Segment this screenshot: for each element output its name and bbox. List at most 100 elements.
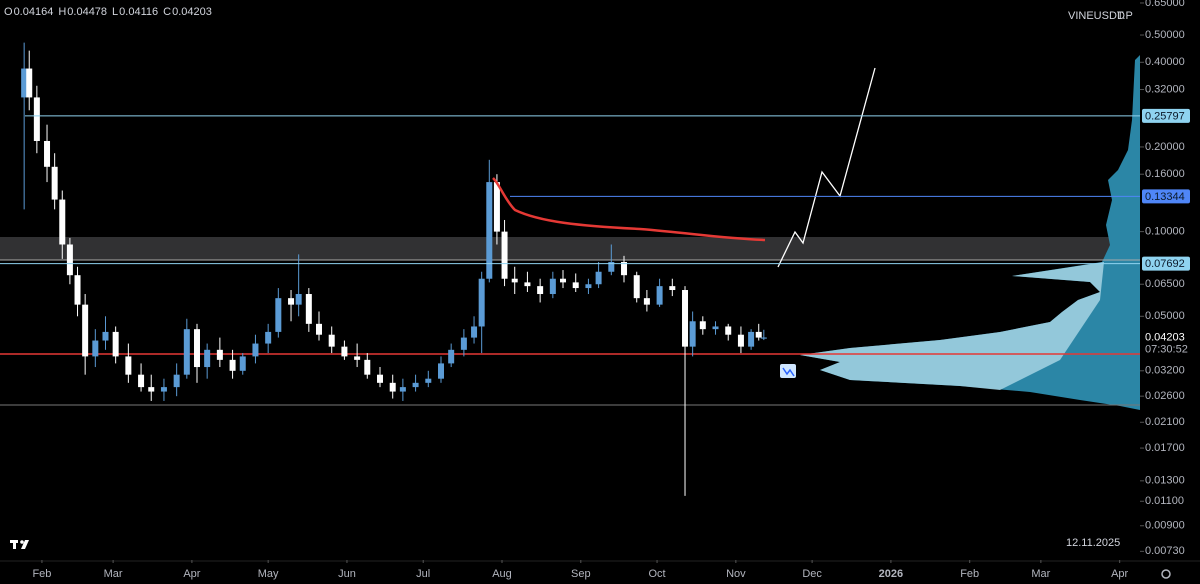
candle-body xyxy=(501,231,508,279)
x-tick-label: Aug xyxy=(492,568,512,580)
y-tick-label: 0.03200 xyxy=(1145,365,1185,377)
settings-icon[interactable] xyxy=(1161,569,1171,579)
candle-body xyxy=(460,337,467,350)
x-tick-label: Nov xyxy=(726,568,746,580)
countdown: 07:30:52 xyxy=(1145,343,1188,355)
candle-body xyxy=(21,68,28,98)
candle-body xyxy=(471,326,478,338)
candle-body xyxy=(160,387,167,392)
candle-body xyxy=(229,359,236,371)
candle-body xyxy=(486,182,493,279)
icon-glyph xyxy=(782,367,795,377)
level-tag xyxy=(1142,108,1190,123)
candle-body xyxy=(341,346,348,357)
candle-body xyxy=(656,286,663,305)
y-tick-label: 0.01700 xyxy=(1145,442,1185,454)
candle-body xyxy=(633,275,640,299)
candle-body xyxy=(125,356,132,375)
y-tick-label: 0.40000 xyxy=(1145,56,1185,68)
interval: D xyxy=(1117,10,1125,22)
candle-body xyxy=(399,387,406,392)
x-tick-label: Jun xyxy=(338,568,356,580)
x-tick-label: Sep xyxy=(571,568,591,580)
candle-body xyxy=(524,282,531,287)
projection-path xyxy=(777,67,876,268)
x-tick-label: Apr xyxy=(183,568,200,580)
candle-body xyxy=(643,298,650,305)
candle-body xyxy=(669,286,676,291)
candle-body xyxy=(252,343,259,357)
x-tick-label: Oct xyxy=(648,568,665,580)
ohlc-key: O xyxy=(4,6,13,18)
y-tick-label: 0.01300 xyxy=(1145,475,1185,487)
x-tick-label: May xyxy=(258,568,279,580)
candle-body xyxy=(275,298,282,332)
candle-body xyxy=(74,275,81,305)
candle-body xyxy=(148,387,155,392)
candle-body xyxy=(112,331,119,357)
x-tick-label: Mar xyxy=(104,568,123,580)
x-tick-label: Apr xyxy=(1111,568,1128,580)
ohlc-value: 0.04116 xyxy=(119,6,158,18)
candle-body xyxy=(493,182,500,232)
candle-body xyxy=(438,363,445,379)
candle-body xyxy=(389,382,396,392)
level-label: 0.07692 xyxy=(1145,258,1185,270)
level-label: 0.25797 xyxy=(1145,110,1185,122)
candle-body xyxy=(682,290,689,347)
y-tick-label: 0.02600 xyxy=(1145,390,1185,402)
x-tick-label: Jul xyxy=(416,568,430,580)
candle-body xyxy=(478,278,485,327)
candle-body xyxy=(425,378,432,383)
candle-body xyxy=(689,321,696,347)
candle-body xyxy=(748,331,755,347)
volume-profile-value-area xyxy=(800,262,1104,390)
y-tick-label: 0.32000 xyxy=(1145,83,1185,95)
x-tick-label: Dec xyxy=(802,568,822,580)
y-tick-label: 0.00730 xyxy=(1145,545,1185,557)
candle-body xyxy=(26,68,33,98)
candle-body xyxy=(699,321,706,330)
candle-body xyxy=(138,374,145,388)
candle-body xyxy=(183,329,190,375)
candle-body xyxy=(239,356,246,371)
y-tick-label: 0.02100 xyxy=(1145,416,1185,428)
icon xyxy=(780,364,796,378)
x-tick-label: Feb xyxy=(32,568,51,580)
ohlc-key: L xyxy=(112,6,118,18)
candle-body xyxy=(265,331,272,344)
candle-body xyxy=(549,278,556,295)
moving-average xyxy=(492,177,766,242)
tradingview-logo xyxy=(10,540,29,549)
y-tick-label: 0.06500 xyxy=(1145,278,1185,290)
candle-body xyxy=(193,329,200,368)
candles xyxy=(21,42,767,496)
candle-body xyxy=(305,294,312,324)
candle-body xyxy=(760,337,767,339)
level-tag xyxy=(1142,189,1190,204)
candle-body xyxy=(755,331,762,338)
candle-body xyxy=(572,282,579,289)
candle-body xyxy=(59,199,66,245)
ohlc-value: 0.04203 xyxy=(172,6,212,18)
price-tag xyxy=(1142,329,1192,354)
ohlc-value: 0.04164 xyxy=(14,6,54,18)
y-tick-label: 0.05000 xyxy=(1145,310,1185,322)
candle-body xyxy=(364,359,371,375)
candle-body xyxy=(328,334,335,347)
candle-body xyxy=(33,97,40,141)
candle-body xyxy=(621,261,628,276)
candle-body xyxy=(608,261,615,272)
candle-body xyxy=(51,166,58,200)
candle-body xyxy=(377,374,383,383)
candle-body xyxy=(560,278,567,283)
zone xyxy=(0,237,1140,260)
date: 12.11.2025 xyxy=(1066,537,1120,549)
candle-body xyxy=(725,326,732,335)
candle-body xyxy=(315,323,322,335)
y-tick-label: 0.20000 xyxy=(1145,141,1185,153)
candle-body xyxy=(204,349,211,368)
